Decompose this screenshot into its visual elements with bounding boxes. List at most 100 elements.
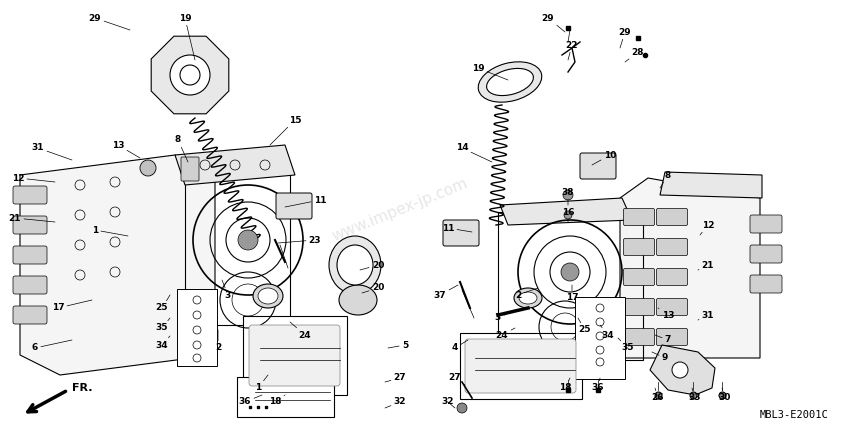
Text: 29: 29: [619, 28, 632, 48]
Text: 29: 29: [541, 14, 565, 32]
Text: 31: 31: [31, 144, 72, 160]
FancyBboxPatch shape: [750, 215, 782, 233]
FancyBboxPatch shape: [13, 216, 47, 234]
Circle shape: [140, 160, 156, 176]
Text: 1: 1: [92, 226, 128, 236]
Text: 27: 27: [449, 374, 465, 385]
Ellipse shape: [337, 245, 373, 285]
Text: 22: 22: [566, 40, 578, 60]
Circle shape: [170, 55, 210, 95]
Text: 8: 8: [660, 170, 672, 188]
Text: 35: 35: [618, 338, 634, 352]
Circle shape: [457, 403, 467, 413]
Ellipse shape: [479, 62, 541, 102]
Text: 24: 24: [496, 328, 515, 340]
Text: 12: 12: [12, 173, 55, 182]
Text: 11: 11: [285, 196, 326, 207]
Text: 27: 27: [385, 374, 406, 382]
Text: 13: 13: [658, 308, 674, 320]
Text: 34: 34: [600, 325, 615, 340]
Text: 34: 34: [156, 336, 170, 349]
Text: 13: 13: [111, 141, 140, 158]
Ellipse shape: [519, 292, 537, 304]
Ellipse shape: [258, 288, 278, 304]
Circle shape: [563, 190, 573, 200]
Text: MBL3-E2001C: MBL3-E2001C: [760, 410, 829, 420]
FancyBboxPatch shape: [276, 193, 312, 219]
Text: 20: 20: [360, 261, 384, 270]
FancyBboxPatch shape: [13, 276, 47, 294]
Polygon shape: [500, 198, 632, 225]
FancyBboxPatch shape: [656, 238, 688, 255]
FancyBboxPatch shape: [624, 209, 654, 226]
FancyBboxPatch shape: [656, 269, 688, 286]
Ellipse shape: [329, 236, 381, 294]
FancyBboxPatch shape: [13, 186, 47, 204]
Text: 23: 23: [278, 235, 321, 244]
FancyBboxPatch shape: [624, 298, 654, 315]
Text: 31: 31: [698, 311, 714, 320]
Text: 29: 29: [88, 14, 130, 30]
Text: 11: 11: [442, 224, 472, 232]
Text: 35: 35: [156, 318, 170, 332]
Text: 21: 21: [698, 261, 714, 270]
Text: 25: 25: [156, 295, 170, 312]
Text: 28: 28: [625, 48, 644, 62]
Polygon shape: [620, 178, 760, 358]
Text: 7: 7: [655, 335, 672, 345]
Text: 9: 9: [652, 352, 668, 363]
Text: 26: 26: [652, 388, 664, 402]
Text: 3: 3: [222, 280, 231, 300]
Circle shape: [672, 362, 688, 378]
Text: 4: 4: [452, 340, 468, 352]
Text: 15: 15: [270, 116, 301, 145]
Text: 6: 6: [31, 340, 72, 352]
Ellipse shape: [253, 284, 283, 308]
FancyBboxPatch shape: [181, 157, 199, 181]
Text: 1: 1: [255, 375, 268, 393]
Text: FR.: FR.: [72, 383, 93, 393]
FancyBboxPatch shape: [656, 329, 688, 346]
Circle shape: [561, 263, 579, 281]
Text: 21: 21: [8, 213, 55, 223]
Text: 18: 18: [558, 378, 571, 393]
Text: 3: 3: [495, 310, 515, 323]
FancyBboxPatch shape: [656, 209, 688, 226]
FancyBboxPatch shape: [465, 339, 576, 393]
Text: 24: 24: [290, 322, 311, 340]
Text: 19: 19: [472, 63, 508, 80]
FancyBboxPatch shape: [575, 297, 625, 379]
Text: 36: 36: [239, 395, 262, 406]
Ellipse shape: [486, 68, 534, 96]
Text: 38: 38: [562, 187, 575, 205]
Polygon shape: [175, 145, 295, 185]
FancyBboxPatch shape: [243, 316, 347, 395]
Text: 2: 2: [215, 330, 221, 352]
Text: 36: 36: [592, 378, 604, 393]
FancyBboxPatch shape: [624, 329, 654, 346]
FancyBboxPatch shape: [750, 245, 782, 263]
Polygon shape: [20, 155, 215, 375]
Text: 33: 33: [688, 388, 701, 402]
FancyBboxPatch shape: [13, 246, 47, 264]
Circle shape: [564, 211, 572, 219]
Text: 30: 30: [719, 388, 731, 402]
FancyBboxPatch shape: [750, 275, 782, 293]
Polygon shape: [650, 345, 715, 395]
Text: 20: 20: [362, 283, 384, 293]
Text: 16: 16: [562, 207, 575, 222]
Text: 12: 12: [700, 221, 714, 235]
Polygon shape: [151, 36, 229, 114]
FancyBboxPatch shape: [656, 298, 688, 315]
Text: 5: 5: [388, 340, 408, 349]
Text: 19: 19: [178, 14, 195, 60]
Text: 25: 25: [578, 318, 592, 334]
Text: www.impex-jp.com: www.impex-jp.com: [330, 176, 470, 244]
Polygon shape: [660, 172, 762, 198]
FancyBboxPatch shape: [460, 333, 582, 399]
FancyBboxPatch shape: [443, 220, 479, 246]
Text: 14: 14: [456, 144, 492, 162]
Text: 17: 17: [566, 285, 578, 303]
FancyBboxPatch shape: [624, 269, 654, 286]
Text: 2: 2: [515, 288, 538, 300]
